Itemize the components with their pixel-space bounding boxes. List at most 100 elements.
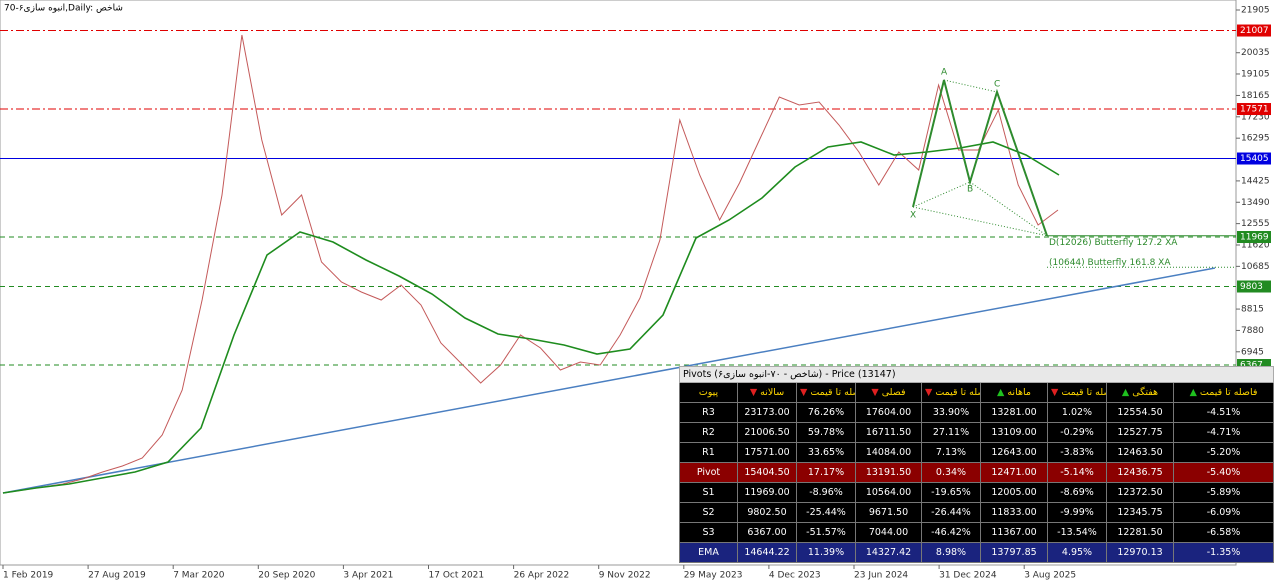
level-tag-label: 11969 bbox=[1240, 233, 1269, 243]
level-tag-label: 17571 bbox=[1240, 105, 1269, 115]
pivot-cell: 10564.00 bbox=[855, 482, 922, 503]
pivot-header-text: فصلی bbox=[881, 387, 906, 398]
y-tick-label: 13490 bbox=[1241, 198, 1270, 208]
x-tick-label: 23 Jun 2024 bbox=[854, 571, 908, 581]
pivot-header-text: فاصله تا قیمت bbox=[810, 387, 854, 398]
pattern-dot bbox=[943, 79, 998, 93]
pivot-cell: -26.44% bbox=[921, 502, 981, 523]
x-tick-label: 4 Dec 2023 bbox=[769, 571, 821, 581]
pivot-header-cell: پیوت bbox=[679, 382, 738, 403]
pattern-dot bbox=[969, 181, 1048, 237]
x-tick-label: 1 Feb 2019 bbox=[3, 571, 54, 581]
pivot-cell: R2 bbox=[679, 422, 738, 443]
level-tag bbox=[1237, 231, 1271, 244]
pivot-cell: 33.65% bbox=[796, 442, 856, 463]
y-tick-label: 12555 bbox=[1241, 219, 1270, 229]
pivot-table: Pivots (شاخص - ۷۰-انبوه سازی۶) - Price (… bbox=[678, 366, 1275, 563]
pivot-header-text: سالانه bbox=[760, 387, 785, 398]
pivot-cell: -3.83% bbox=[1047, 442, 1107, 463]
pivot-cell: Pivot bbox=[679, 462, 738, 483]
pivot-cell: -6.09% bbox=[1172, 502, 1275, 523]
price-line bbox=[2, 34, 1059, 494]
pivot-row: S2 9802.50 -25.44% 9671.50 -26.44% 11833.00 -9… bbox=[679, 502, 1275, 523]
pivot-header-cell: ▼فاصله تا قیمت bbox=[1047, 382, 1107, 403]
pivot-cell: 12005.00 bbox=[980, 482, 1048, 503]
pivot-cell: 13281.00 bbox=[980, 402, 1048, 423]
pivot-cell: -5.14% bbox=[1047, 462, 1107, 483]
chart-header: 70-۶انبوه سازی,Daily: شاخص bbox=[4, 4, 123, 14]
pivot-header-row: پیوت▼سالانه▼فاصله تا قیمت▼فصلی▼فاصله تا … bbox=[679, 382, 1275, 403]
pivot-cell: 12643.00 bbox=[980, 442, 1048, 463]
pivot-cell: -25.44% bbox=[796, 502, 856, 523]
pivot-cell: 7044.00 bbox=[855, 522, 922, 543]
pattern-label: X bbox=[910, 211, 916, 221]
pivot-cell: R3 bbox=[679, 402, 738, 423]
pivot-header-cell: ▲ ماهانه bbox=[980, 382, 1048, 403]
pivot-cell: -6.58% bbox=[1172, 522, 1275, 543]
x-tick-label: 7 Mar 2020 bbox=[173, 571, 225, 581]
x-tick-label: 29 May 2023 bbox=[684, 571, 743, 581]
y-tick-label: 21905 bbox=[1241, 6, 1270, 16]
pivot-cell: -5.40% bbox=[1172, 462, 1275, 483]
pivot-row: Pivot 15404.50 17.17% 13191.50 0.34% 12471.00… bbox=[679, 462, 1275, 483]
pivot-title: Pivots (شاخص - ۷۰-انبوه سازی۶) - Price (… bbox=[678, 366, 1275, 383]
pivot-cell: 14644.22 bbox=[737, 542, 797, 563]
level-tag bbox=[1237, 24, 1271, 37]
pivot-cell: 12372.50 bbox=[1106, 482, 1174, 503]
pivot-cell: -13.54% bbox=[1047, 522, 1107, 543]
pivot-cell: R1 bbox=[679, 442, 738, 463]
pivot-header-text: هفتگی bbox=[1132, 387, 1159, 398]
y-tick-label: 8815 bbox=[1241, 305, 1264, 315]
pivot-cell: 13191.50 bbox=[855, 462, 922, 483]
pivot-cell: -5.20% bbox=[1172, 442, 1275, 463]
sort-arrow: ▼ bbox=[925, 387, 933, 398]
level-tag bbox=[1237, 103, 1271, 116]
pivot-cell: 4.95% bbox=[1047, 542, 1107, 563]
pivot-cell: 0.34% bbox=[921, 462, 981, 483]
y-tick-label: 10685 bbox=[1241, 262, 1270, 272]
pattern-line bbox=[912, 79, 1048, 237]
pivot-row: S3 6367.00 -51.57% 7044.00 -46.42% 11367.00 -1… bbox=[679, 522, 1275, 543]
level-tag-label: 15405 bbox=[1240, 154, 1269, 164]
pivot-cell: -4.71% bbox=[1172, 422, 1275, 443]
pivot-cell: S2 bbox=[679, 502, 738, 523]
pivot-header-text: فاصله تا قیمت bbox=[1061, 387, 1105, 398]
pivot-cell: 1.02% bbox=[1047, 402, 1107, 423]
pivot-cell: -8.69% bbox=[1047, 482, 1107, 503]
level-tag bbox=[1237, 152, 1271, 165]
pivot-cell: S3 bbox=[679, 522, 738, 543]
y-tick-label: 14425 bbox=[1241, 176, 1270, 186]
pivot-cell: 9671.50 bbox=[855, 502, 922, 523]
pivot-cell: 23173.00 bbox=[737, 402, 797, 423]
pivot-row: R2 21006.50 59.78% 16711.50 27.11% 13109.00 -0… bbox=[679, 422, 1275, 443]
pivot-cell: -1.35% bbox=[1172, 542, 1275, 563]
y-tick-label: 11620 bbox=[1241, 240, 1270, 250]
pivot-cell: 12554.50 bbox=[1106, 402, 1174, 423]
pivot-header-text: ماهانه bbox=[1007, 387, 1031, 398]
sort-arrow: ▲ bbox=[1121, 387, 1130, 398]
pivot-header-cell: ▼ سالانه bbox=[737, 382, 797, 403]
pivot-cell: 11969.00 bbox=[737, 482, 797, 503]
pivot-header-cell: ▼فاصله تا قیمت bbox=[921, 382, 981, 403]
pivot-cell: -51.57% bbox=[796, 522, 856, 543]
pivot-cell: 9802.50 bbox=[737, 502, 797, 523]
x-tick-label: 3 Aug 2025 bbox=[1024, 571, 1076, 581]
pivot-header-text: فاصله تا قیمت bbox=[935, 387, 979, 398]
pivot-cell: -9.99% bbox=[1047, 502, 1107, 523]
pivot-row: EMA 14644.22 11.39% 14327.42 8.98% 13797.85 4.… bbox=[679, 542, 1275, 563]
pivot-cell: S1 bbox=[679, 482, 738, 503]
pivot-cell: 27.11% bbox=[921, 422, 981, 443]
sort-arrow: ▼ bbox=[871, 387, 879, 398]
pivot-cell: 76.26% bbox=[796, 402, 856, 423]
pivot-cell: 59.78% bbox=[796, 422, 856, 443]
x-tick-label: 31 Dec 2024 bbox=[939, 571, 997, 581]
pivot-cell: 8.98% bbox=[921, 542, 981, 563]
pivot-cell: 12436.75 bbox=[1106, 462, 1174, 483]
y-tick-label: 20035 bbox=[1241, 48, 1270, 58]
pattern-label: B bbox=[967, 184, 973, 194]
x-tick-label: 27 Aug 2019 bbox=[88, 571, 146, 581]
pivot-header-cell: ▼ فصلی bbox=[855, 382, 922, 403]
pivot-header-cell: ▲ فاصله تا قیمت bbox=[1172, 382, 1275, 403]
level-tag-label: 9803 bbox=[1240, 282, 1263, 292]
x-tick-label: 26 Apr 2022 bbox=[514, 571, 570, 581]
